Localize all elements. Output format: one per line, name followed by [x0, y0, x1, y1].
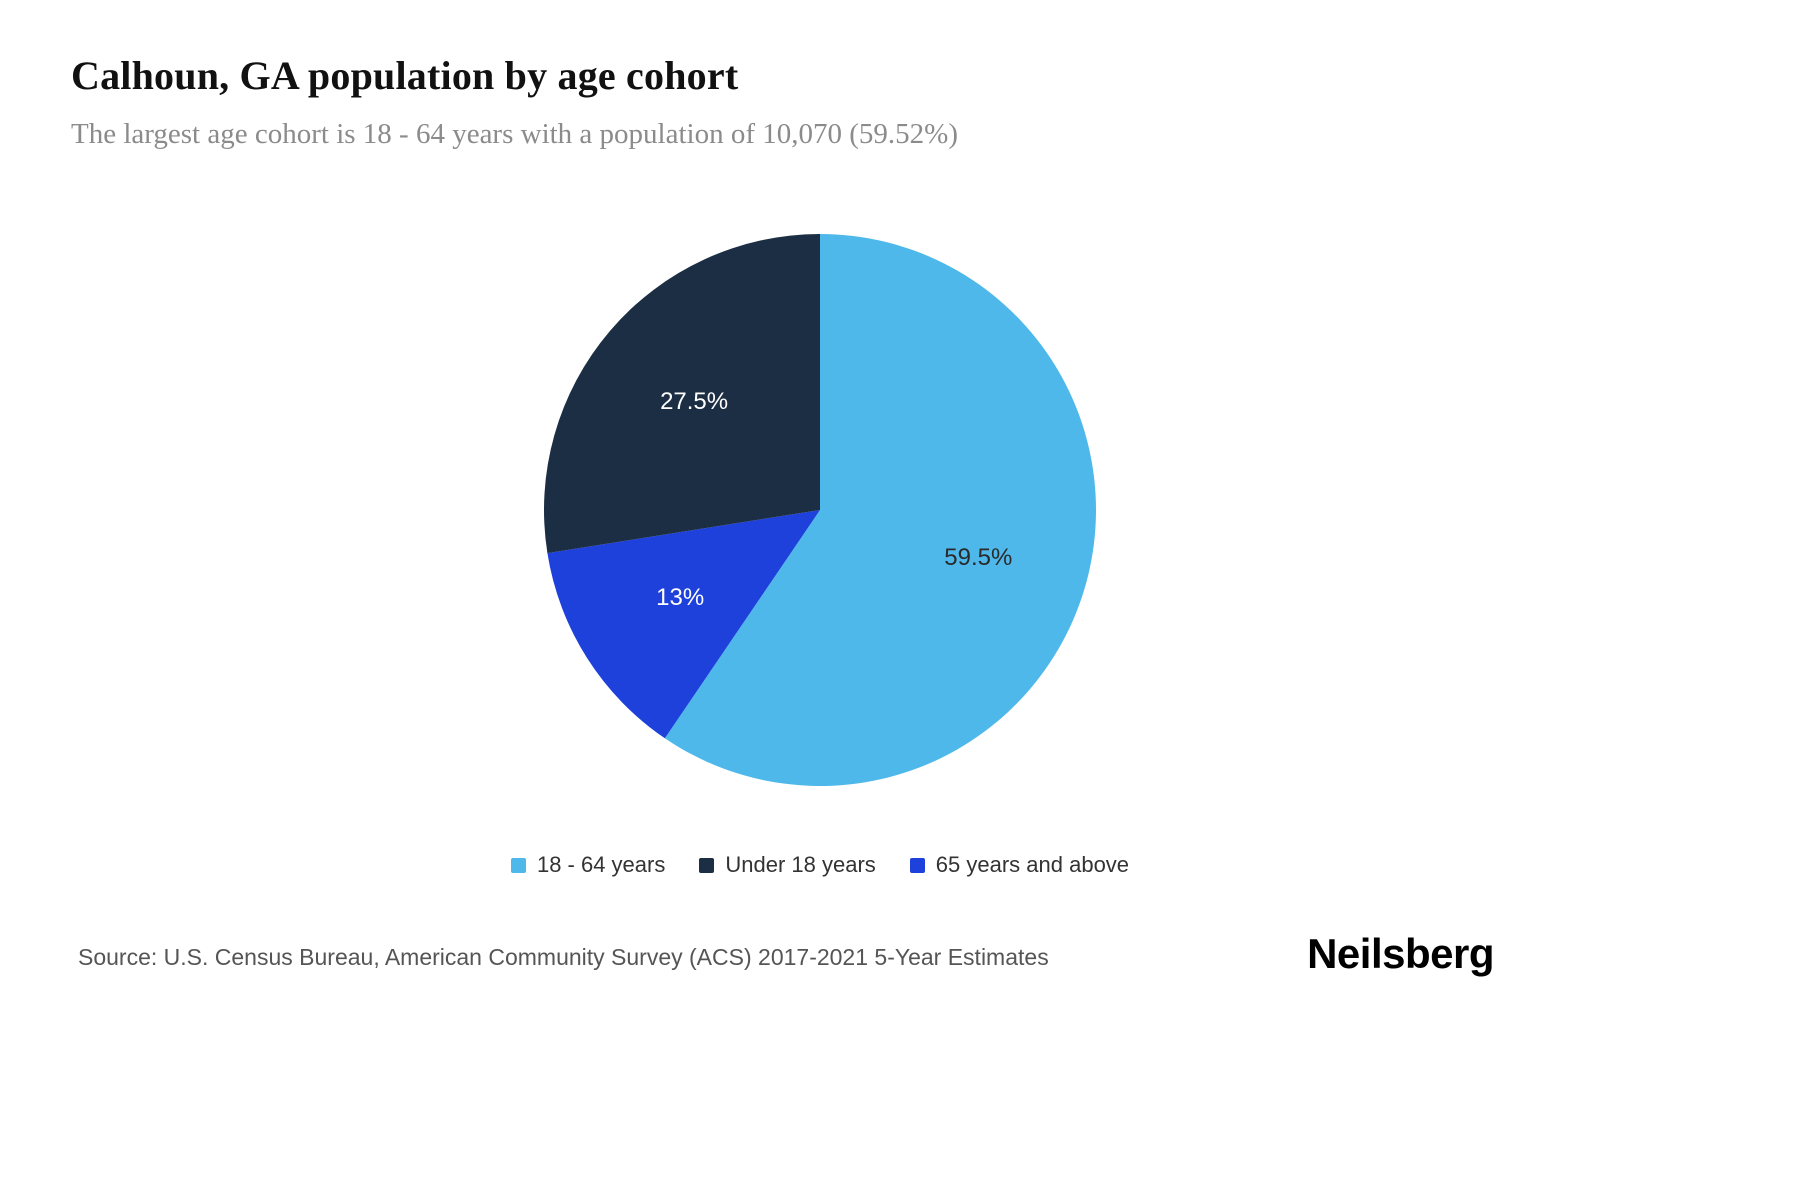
slice-label-18-64-years: 59.5%: [944, 544, 1012, 571]
pie-slice-under-18-years[interactable]: [544, 234, 820, 554]
legend-label-65-above: 65 years and above: [935, 852, 1130, 877]
legend-label-18-64: 18 - 64 years: [536, 852, 666, 877]
legend-swatch-65-above: [909, 857, 925, 873]
chart-subtitle: The largest age cohort is 18 - 64 years …: [71, 118, 958, 150]
pie-slice-18-64-years[interactable]: [664, 234, 1097, 786]
pie-slice-65-years-and-above[interactable]: [547, 510, 820, 739]
legend: 18 - 64 years Under 18 years 65 years an…: [400, 852, 1240, 878]
legend-item-65-above[interactable]: 65 years and above: [909, 852, 1130, 878]
legend-swatch-under-18: [699, 857, 715, 873]
chart-title: Calhoun, GA population by age cohort: [71, 53, 739, 98]
slice-label-65-years-and-above: 13%: [656, 584, 704, 611]
pie-chart: 59.5% 13% 27.5%: [540, 230, 1100, 790]
source-note: Source: U.S. Census Bureau, American Com…: [78, 944, 1049, 970]
legend-label-under-18: Under 18 years: [725, 852, 876, 877]
pie-svg: 59.5% 13% 27.5%: [544, 234, 1097, 786]
legend-item-18-64[interactable]: 18 - 64 years: [510, 852, 666, 878]
legend-swatch-18-64: [510, 857, 526, 873]
slice-label-under-18-years: 27.5%: [660, 388, 728, 415]
legend-item-under-18[interactable]: Under 18 years: [699, 852, 876, 878]
brand-logo: Neilsberg: [1307, 930, 1494, 977]
